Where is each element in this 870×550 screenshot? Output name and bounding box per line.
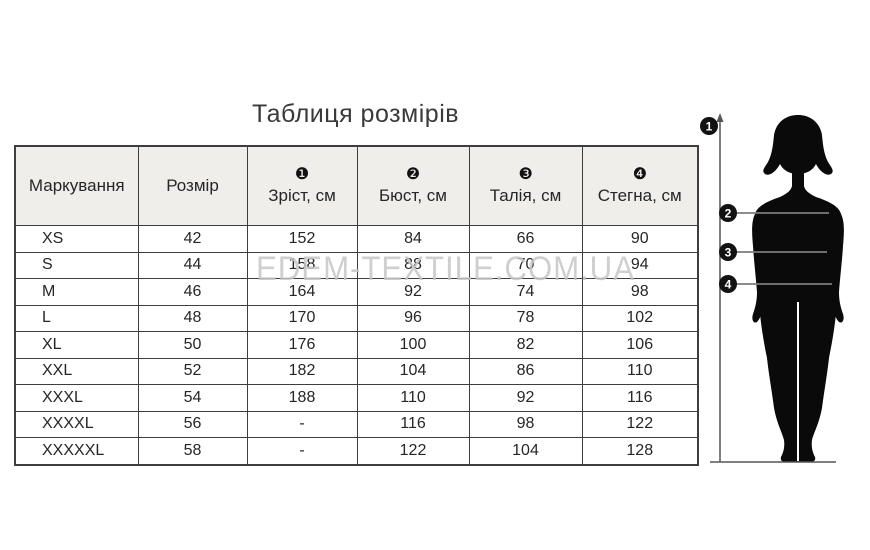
cell-marking: XXXXXL (14, 437, 139, 465)
marker-2-icon (719, 204, 737, 222)
table-header: Маркування Розмір ❶ Зріст, см ❷ Бюст, см… (14, 145, 699, 226)
header-label: Бюст, см (379, 185, 447, 205)
table-row: XXL 52 182 104 86 110 (14, 357, 699, 385)
cell-height: 188 (246, 384, 358, 412)
cell-waist: 98 (468, 410, 583, 438)
cell-waist: 74 (468, 278, 583, 306)
table-row: XS 42 152 84 66 90 (14, 225, 699, 253)
left-arm-shape (752, 212, 770, 323)
header-label: Талія, см (489, 185, 562, 205)
table-row: S 44 158 88 70 94 (14, 251, 699, 279)
circled-1-icon: ❶ (294, 165, 310, 183)
cell-hips: 128 (581, 437, 699, 465)
cell-height: - (246, 410, 358, 438)
cell-height: 152 (246, 225, 358, 253)
cell-hips: 98 (581, 278, 699, 306)
cell-size: 44 (137, 251, 248, 279)
cell-height: 176 (246, 331, 358, 359)
header-label: Стегна, см (597, 185, 682, 205)
cell-waist: 104 (468, 437, 583, 465)
header-height: ❶ Зріст, см (246, 145, 358, 226)
marker-2-label: 2 (725, 207, 732, 221)
table-row: L 48 170 96 78 102 (14, 304, 699, 332)
cell-waist: 92 (468, 384, 583, 412)
table-row: XL 50 176 100 82 106 (14, 331, 699, 359)
circled-3-icon: ❸ (518, 165, 533, 183)
header-bust: ❷ Бюст, см (356, 145, 470, 226)
cell-hips: 94 (581, 251, 699, 279)
table-row: XXXL 54 188 110 92 116 (14, 384, 699, 412)
cell-bust: 96 (356, 304, 470, 332)
cell-marking: XXXL (14, 384, 139, 412)
marker-4-icon (719, 275, 737, 293)
cell-hips: 122 (581, 410, 699, 438)
right-arm-shape (826, 212, 844, 323)
cell-height: 170 (246, 304, 358, 332)
header-row: Маркування Розмір ❶ Зріст, см ❷ Бюст, см… (14, 145, 699, 226)
cell-size: 50 (137, 331, 248, 359)
cell-height: - (246, 437, 358, 465)
header-hips: ❹ Стегна, см (581, 145, 699, 226)
cell-marking: M (14, 278, 139, 306)
cell-hips: 110 (581, 357, 699, 385)
cell-height: 182 (246, 357, 358, 385)
measurement-diagram: 1 2 3 4 (700, 113, 844, 463)
cell-marking: XS (14, 225, 139, 253)
table-row: XXXXXL 58-122 104 128 (14, 437, 699, 465)
cell-hips: 106 (581, 331, 699, 359)
cell-marking: XL (14, 331, 139, 359)
cell-height: 158 (246, 251, 358, 279)
cell-waist: 86 (468, 357, 583, 385)
cell-size: 58 (137, 437, 248, 465)
cell-bust: 88 (356, 251, 470, 279)
cell-size: 48 (137, 304, 248, 332)
cell-bust: 122 (356, 437, 470, 465)
hair-shape (763, 115, 833, 175)
cell-bust: 100 (356, 331, 470, 359)
cell-bust: 116 (356, 410, 470, 438)
cell-marking: XXXXL (14, 410, 139, 438)
cell-hips: 102 (581, 304, 699, 332)
cell-bust: 84 (356, 225, 470, 253)
header-label: Розмір (166, 175, 219, 195)
cell-bust: 110 (356, 384, 470, 412)
cell-size: 52 (137, 357, 248, 385)
header-size: Розмір (137, 145, 248, 226)
cell-hips: 116 (581, 384, 699, 412)
table-row: XXXXL 56-116 98 122 (14, 410, 699, 438)
cell-height: 164 (246, 278, 358, 306)
cell-size: 54 (137, 384, 248, 412)
cell-marking: XXL (14, 357, 139, 385)
cell-marking: S (14, 251, 139, 279)
marker-1-icon (700, 117, 718, 135)
cell-bust: 92 (356, 278, 470, 306)
header-label: Маркування (28, 175, 125, 195)
cell-marking: L (14, 304, 139, 332)
header-label: Зріст, см (268, 185, 336, 205)
header-waist: ❸ Талія, см (468, 145, 583, 226)
height-arrow-icon (716, 113, 724, 122)
cell-bust: 104 (356, 357, 470, 385)
header-marking: Маркування (14, 145, 139, 226)
cell-size: 42 (137, 225, 248, 253)
marker-1-label: 1 (706, 120, 713, 134)
circled-4-icon: ❹ (632, 165, 647, 183)
cell-waist: 66 (468, 225, 583, 253)
cell-size: 46 (137, 278, 248, 306)
marker-4-label: 4 (725, 278, 732, 292)
cell-size: 56 (137, 410, 248, 438)
body-measurement-figure: 1 2 3 4 (698, 110, 855, 470)
table-row: M 46 164 92 74 98 (14, 278, 699, 306)
page-title: Таблиця розмірів (251, 100, 460, 128)
circled-2-icon: ❷ (405, 165, 421, 183)
cell-waist: 70 (468, 251, 583, 279)
cell-waist: 78 (468, 304, 583, 332)
cell-waist: 82 (468, 331, 583, 359)
table-body: XS 42 152 84 66 90 S 44 158 88 70 94 M 46 164 92 74 98 L 48… (14, 225, 699, 465)
size-table: Маркування Розмір ❶ Зріст, см ❷ Бюст, см… (14, 145, 699, 466)
marker-3-label: 3 (725, 246, 732, 260)
marker-3-icon (719, 243, 737, 261)
cell-hips: 90 (581, 225, 699, 253)
